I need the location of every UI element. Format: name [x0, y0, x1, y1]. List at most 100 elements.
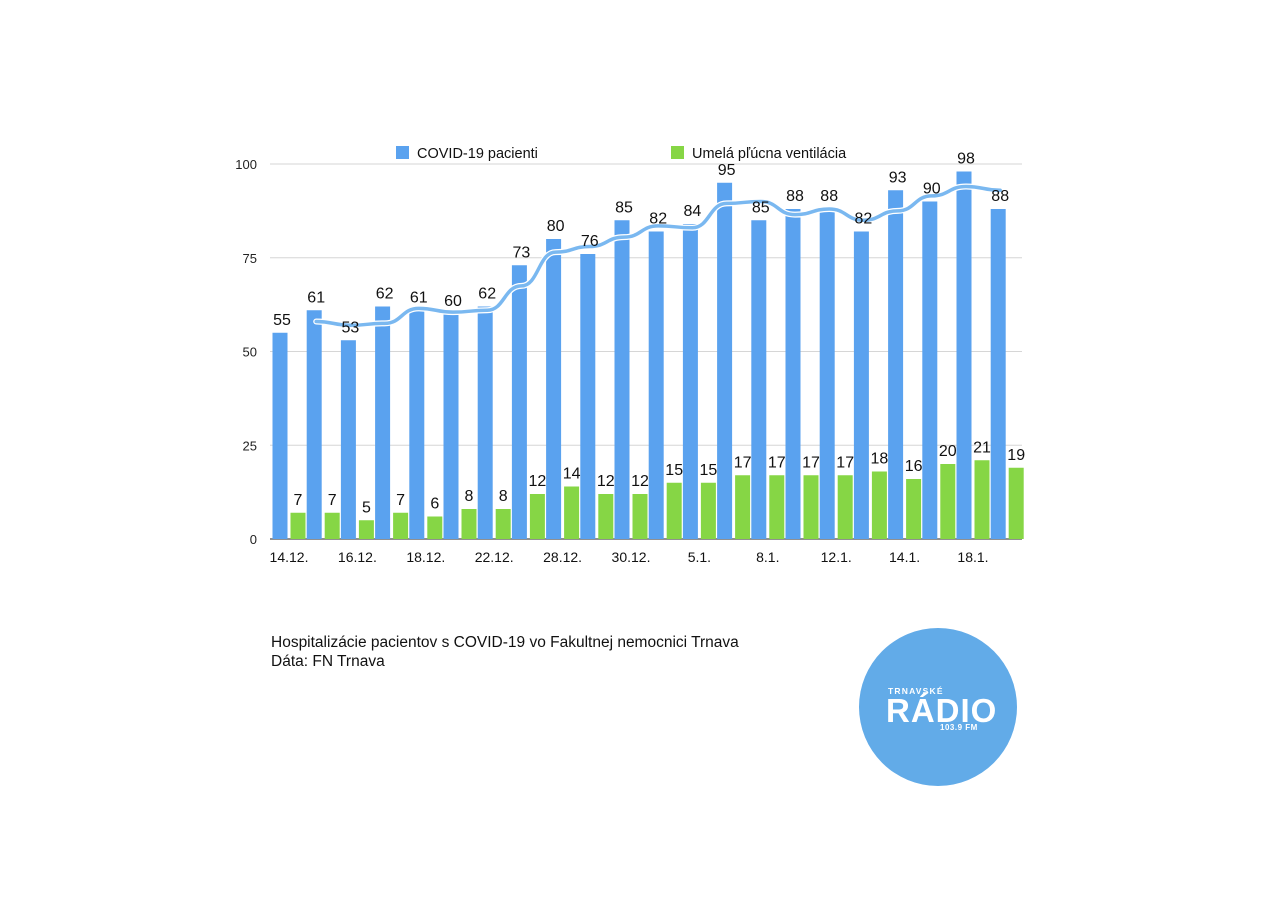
data-label-covid: 88 — [991, 188, 1009, 205]
data-label-covid: 82 — [649, 211, 667, 228]
bar-covid — [751, 220, 767, 539]
data-label-ventilation: 18 — [871, 451, 889, 468]
x-tick-label: 5.1. — [688, 549, 711, 565]
data-label-covid: 61 — [307, 289, 325, 306]
y-tick-label: 75 — [243, 251, 257, 266]
data-label-covid: 62 — [478, 286, 496, 303]
y-tick-label: 100 — [235, 157, 257, 172]
data-label-covid: 88 — [786, 188, 804, 205]
data-label-ventilation: 12 — [529, 473, 547, 490]
data-label-ventilation: 12 — [631, 473, 649, 490]
data-label-ventilation: 17 — [734, 454, 752, 471]
bar-ventilation — [598, 494, 614, 539]
bar-covid — [853, 231, 869, 539]
bar-covid — [511, 265, 527, 539]
data-label-ventilation: 8 — [465, 488, 474, 505]
data-label-ventilation: 20 — [939, 443, 957, 460]
x-tick-label: 12.1. — [821, 549, 852, 565]
bar-covid — [546, 239, 562, 539]
data-label-covid: 62 — [376, 286, 394, 303]
bar-ventilation — [906, 479, 922, 539]
bar-ventilation — [769, 475, 785, 539]
trendline — [313, 183, 1004, 329]
x-tick-label: 14.1. — [889, 549, 920, 565]
bar-ventilation — [632, 494, 648, 539]
data-labels: 5576175356276166086287312801476128512821… — [273, 151, 1025, 517]
data-label-ventilation: 15 — [700, 462, 718, 479]
bar-covid — [648, 231, 664, 539]
bar-covid — [717, 182, 733, 539]
bar-covid — [375, 306, 391, 539]
data-label-covid: 85 — [752, 199, 770, 216]
bar-covid — [785, 209, 801, 539]
bar-ventilation — [940, 464, 956, 539]
bar-ventilation — [666, 482, 682, 539]
bar-covid — [306, 310, 322, 539]
data-label-ventilation: 12 — [597, 473, 615, 490]
bar-covid — [443, 314, 459, 539]
data-label-covid: 93 — [889, 169, 907, 186]
y-tick-label: 50 — [243, 345, 257, 360]
caption-source: Dáta: FN Trnava — [271, 653, 385, 670]
data-label-ventilation: 17 — [836, 454, 854, 471]
bar-covid — [819, 209, 835, 539]
bar-covid — [340, 340, 356, 539]
data-label-ventilation: 7 — [294, 492, 303, 509]
data-label-covid: 55 — [273, 312, 291, 329]
bar-ventilation — [358, 520, 374, 539]
data-label-covid: 60 — [444, 293, 462, 310]
y-tick-label: 25 — [243, 438, 257, 453]
bar-ventilation — [803, 475, 819, 539]
logo-frequency: 103.9 FM — [940, 723, 978, 732]
data-label-covid: 82 — [855, 211, 873, 228]
data-label-ventilation: 7 — [396, 492, 405, 509]
x-tick-label: 22.12. — [475, 549, 514, 565]
legend-label: Umelá pľúcna ventilácia — [692, 146, 847, 162]
bar-covid — [409, 310, 425, 539]
data-label-ventilation: 8 — [499, 488, 508, 505]
logo-top-text: TRNAVSKÉ — [888, 686, 944, 696]
data-label-covid: 98 — [957, 151, 975, 168]
bar-covid — [614, 220, 630, 539]
logo-main-text: RÁDIO — [886, 692, 998, 729]
y-axis-ticks: 0 25 50 75 100 — [235, 157, 257, 547]
bar-covid — [922, 201, 938, 539]
x-tick-label: 18.12. — [406, 549, 445, 565]
data-label-covid: 88 — [820, 188, 838, 205]
bar-covid — [888, 190, 904, 539]
bar-ventilation — [735, 475, 751, 539]
data-label-covid: 85 — [615, 199, 633, 216]
bar-covid — [272, 332, 288, 539]
bar-covid — [682, 224, 698, 539]
bar-ventilation — [393, 512, 409, 539]
data-label-ventilation: 5 — [362, 499, 371, 516]
bar-ventilation — [974, 460, 990, 539]
data-label-ventilation: 15 — [665, 462, 683, 479]
data-label-covid: 95 — [718, 162, 736, 179]
bar-ventilation — [427, 516, 443, 539]
data-label-covid: 90 — [923, 181, 941, 198]
bars — [272, 171, 1024, 539]
data-label-ventilation: 7 — [328, 492, 337, 509]
y-tick-label: 0 — [250, 532, 257, 547]
x-tick-label: 8.1. — [756, 549, 779, 565]
data-label-ventilation: 6 — [430, 496, 439, 513]
x-tick-label: 28.12. — [543, 549, 582, 565]
legend-label: COVID-19 pacienti — [417, 146, 538, 162]
bar-covid — [580, 254, 596, 539]
data-label-covid: 73 — [513, 244, 531, 261]
bar-ventilation — [837, 475, 853, 539]
radio-logo: TRNAVSKÉ RÁDIO 103.9 FM — [859, 628, 1017, 786]
x-tick-label: 14.12. — [270, 549, 309, 565]
legend: COVID-19 pacienti Umelá pľúcna ventilácia — [396, 146, 847, 162]
bar-ventilation — [871, 471, 887, 539]
bar-ventilation — [495, 509, 511, 539]
bar-ventilation — [700, 482, 716, 539]
x-tick-label: 18.1. — [957, 549, 988, 565]
data-label-ventilation: 17 — [802, 454, 820, 471]
caption-title: Hospitalizácie pacientov s COVID-19 vo F… — [271, 634, 739, 651]
data-label-covid: 80 — [547, 218, 565, 235]
data-label-ventilation: 19 — [1007, 447, 1025, 464]
x-axis-ticks: 14.12. 16.12. 18.12. 22.12. 28.12. 30.12. 5.1.… — [270, 549, 989, 565]
